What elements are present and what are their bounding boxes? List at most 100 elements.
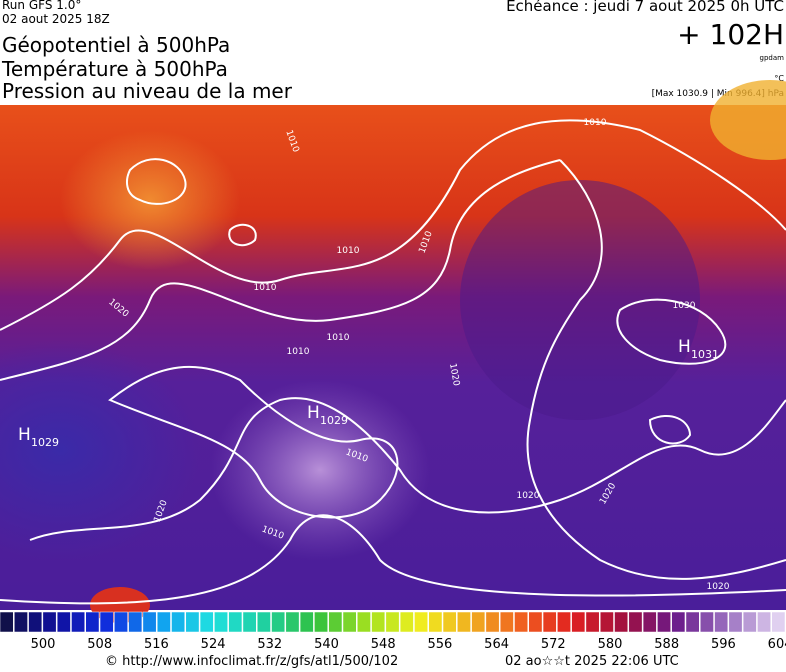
echeance: Echéance : jeudi 7 aout 2025 0h UTC	[506, 0, 784, 15]
title: Pression au niveau de la mer	[2, 79, 292, 103]
colorbar-swatch	[214, 611, 228, 633]
colorbar-swatch	[199, 611, 214, 633]
colorbar-tick-label: 516	[144, 637, 169, 652]
colorbar-tick-label: 556	[427, 637, 452, 652]
colorbar-swatch	[657, 611, 671, 633]
colorbar-tick-label: 596	[711, 637, 736, 652]
high-symbol: H	[18, 425, 31, 445]
colorbar-swatch	[299, 611, 314, 633]
colorbar-swatch	[728, 611, 743, 633]
colorbar-swatch	[471, 611, 486, 633]
unit: °C	[774, 74, 784, 83]
colorbar-swatch	[528, 611, 543, 633]
run-label: Run GFS 1.0°	[2, 0, 82, 12]
pressure-range: [Max 1030.9 | Min 996.4] hPa	[651, 89, 784, 99]
title: Température à 500hPa	[2, 57, 228, 81]
unit: gpdam	[759, 54, 784, 62]
colorbar-swatch	[714, 611, 729, 633]
lead-time: + 102H	[677, 18, 784, 51]
run-date: 02 aout 2025 18Z	[2, 12, 110, 26]
colorbar-swatch	[485, 611, 500, 633]
isobar-label: 1020	[517, 491, 540, 501]
colorbar-swatch	[242, 611, 257, 633]
colorbar-swatch	[28, 611, 43, 633]
colorbar-swatch	[99, 611, 114, 633]
colorbar-swatch	[56, 611, 71, 633]
colorbar-swatch	[114, 611, 128, 633]
colorbar-tick-label: 588	[654, 637, 679, 652]
colorbar-tick-label: 548	[371, 637, 396, 652]
isobars	[0, 119, 786, 605]
colorbar-swatch	[414, 611, 428, 633]
colorbar-swatch	[428, 611, 443, 633]
colorbar-swatch	[228, 611, 243, 633]
colorbar-swatch	[671, 611, 686, 633]
high-symbol: H	[307, 403, 320, 423]
colorbar-swatch	[614, 611, 629, 633]
title: Géopotentiel à 500hPa	[2, 33, 231, 57]
colorbar-swatch	[771, 611, 786, 633]
colorbar-tick-label: 540	[314, 637, 339, 652]
colorbar-swatch	[156, 611, 171, 633]
colorbar-swatch	[71, 611, 85, 633]
colorbar-swatch	[171, 611, 186, 633]
colorbar-tick-label: 604	[768, 637, 786, 652]
colorbar-swatch	[357, 611, 371, 633]
isobar-label: 1010	[254, 283, 277, 293]
colorbar-swatch	[128, 611, 143, 633]
colorbar-swatch	[142, 611, 157, 633]
colorbar-swatch	[685, 611, 700, 633]
colorbar-swatch	[457, 611, 471, 633]
colorbar-swatch	[514, 611, 529, 633]
isobar-label: 1010	[327, 333, 350, 343]
high-value: 1029	[320, 414, 348, 427]
colorbar-swatch	[499, 611, 514, 633]
colorbar-tick-label: 524	[201, 637, 226, 652]
colorbar-swatch	[757, 611, 771, 633]
colorbar-swatch	[256, 611, 271, 633]
colorbar-swatch	[328, 611, 343, 633]
colorbar-swatch	[742, 611, 757, 633]
isobar-label: 1020	[707, 582, 730, 592]
colorbar-swatch	[442, 611, 457, 633]
high-value: 1029	[31, 436, 59, 449]
colorbar-tick-label: 580	[598, 637, 623, 652]
colorbar-swatch	[371, 611, 386, 633]
isobar-label: 1020	[447, 363, 461, 388]
colorbar-swatch	[571, 611, 586, 633]
colorbar-swatch	[314, 611, 328, 633]
colorbar-swatch	[342, 611, 357, 633]
map-background	[0, 80, 786, 623]
colorbar-swatch	[542, 611, 557, 633]
colorbar-swatch	[85, 611, 100, 633]
colorbar-swatch	[285, 611, 300, 633]
colorbar-tick-label: 572	[541, 637, 566, 652]
colorbar-swatch	[399, 611, 414, 633]
colorbar-swatch	[700, 611, 714, 633]
colorbar-swatch	[585, 611, 600, 633]
isobar-label: 1010	[337, 246, 360, 256]
colorbar-swatch	[599, 611, 614, 633]
high-symbol: H	[678, 337, 691, 357]
colorbar-tick-label: 564	[484, 637, 509, 652]
colorbar-swatch	[385, 611, 400, 633]
isobar-label: 1010	[584, 118, 607, 128]
high-value: 1031	[691, 348, 719, 361]
colorbar-tick-label: 500	[31, 637, 56, 652]
colorbar-swatch	[628, 611, 643, 633]
isobar-label: 1030	[673, 301, 696, 311]
colorbar-swatch	[0, 611, 14, 633]
colorbar-tick-label: 532	[257, 637, 282, 652]
colorbar-swatch	[271, 611, 286, 633]
colorbar-swatch	[557, 611, 571, 633]
colorbar-swatch	[14, 611, 28, 633]
footer-url: © http://www.infoclimat.fr/z/gfs/atl1/50…	[105, 654, 399, 669]
colorbar-swatch	[42, 611, 57, 633]
footer-time: 02 ao☆☆t 2025 22:06 UTC	[505, 654, 679, 669]
colorbar-swatch	[185, 611, 200, 633]
colorbar-tick-label: 508	[87, 637, 112, 652]
isobar-label: 1010	[287, 347, 310, 357]
colorbar-swatch	[642, 611, 657, 633]
